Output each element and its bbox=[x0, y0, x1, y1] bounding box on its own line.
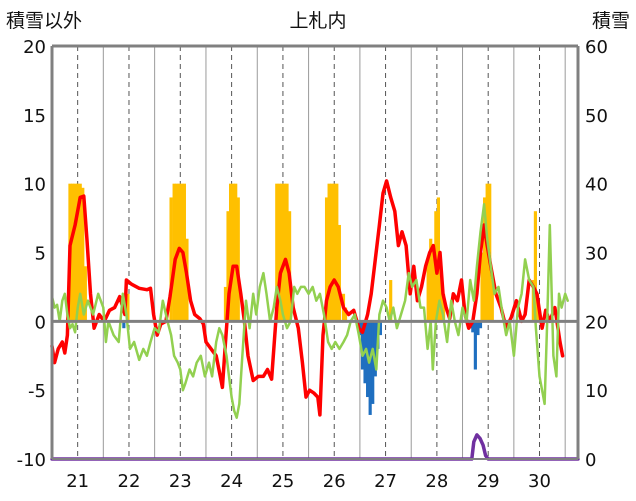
bar bbox=[229, 183, 233, 322]
bar bbox=[126, 293, 130, 322]
bar bbox=[533, 211, 537, 322]
x-tick-label: 26 bbox=[323, 471, 346, 492]
bar bbox=[490, 280, 494, 322]
bar bbox=[327, 183, 331, 322]
x-tick-label: 23 bbox=[169, 471, 192, 492]
bar bbox=[478, 321, 483, 329]
bar bbox=[226, 211, 230, 322]
y-left-tick-label: -5 bbox=[28, 381, 46, 402]
x-tick-label: 29 bbox=[477, 471, 500, 492]
left-axis-title: 積雪以外 bbox=[6, 10, 82, 32]
x-tick-label: 28 bbox=[425, 471, 448, 492]
bar bbox=[285, 183, 289, 322]
y-left-tick-label: 0 bbox=[35, 312, 46, 333]
bar bbox=[343, 307, 348, 322]
bar bbox=[371, 321, 375, 404]
x-tick-label: 22 bbox=[118, 471, 141, 492]
chart-title: 上札内 bbox=[289, 10, 346, 32]
bar bbox=[337, 224, 341, 322]
bar bbox=[277, 183, 281, 322]
bar bbox=[441, 293, 446, 322]
bar bbox=[288, 211, 292, 322]
bar bbox=[234, 183, 238, 322]
bar bbox=[76, 183, 80, 322]
bar bbox=[81, 187, 85, 322]
bar bbox=[275, 183, 279, 322]
x-tick-label: 25 bbox=[271, 471, 294, 492]
bar bbox=[431, 245, 435, 322]
series-line bbox=[50, 203, 569, 419]
bar bbox=[378, 321, 383, 336]
bar bbox=[330, 183, 334, 322]
plot-frame bbox=[50, 44, 580, 460]
bar bbox=[439, 266, 443, 322]
bar bbox=[483, 197, 487, 322]
tick-labels: 21 22 23 24 25 26 27 28 29 3020151050-5-106050403… bbox=[17, 37, 608, 492]
bar bbox=[231, 183, 235, 322]
y-left-tick-label: 5 bbox=[35, 244, 46, 265]
y-right-tick-label: 20 bbox=[585, 312, 608, 333]
bar bbox=[282, 183, 287, 322]
bar bbox=[83, 266, 87, 322]
line-series bbox=[50, 179, 580, 461]
x-tick-label: 30 bbox=[528, 471, 551, 492]
x-tick-label: 24 bbox=[220, 471, 243, 492]
bar bbox=[70, 183, 75, 322]
bar bbox=[324, 197, 329, 322]
y-right-tick-label: 60 bbox=[585, 37, 608, 58]
y-right-tick-label: 0 bbox=[585, 450, 596, 471]
y-right-tick-label: 30 bbox=[585, 244, 608, 265]
bar bbox=[473, 321, 477, 370]
bar bbox=[360, 321, 365, 370]
series-line bbox=[50, 433, 580, 461]
bar bbox=[169, 197, 173, 322]
bar bbox=[368, 321, 372, 415]
bar bbox=[122, 321, 126, 329]
bar bbox=[476, 321, 480, 336]
y-left-tick-label: 10 bbox=[23, 175, 46, 196]
bar bbox=[78, 183, 82, 322]
bar bbox=[471, 321, 475, 333]
bar bbox=[335, 183, 339, 322]
bar bbox=[429, 238, 433, 322]
y-left-tick-label: 15 bbox=[23, 106, 46, 127]
bar bbox=[236, 197, 240, 322]
y-right-tick-label: 40 bbox=[585, 175, 608, 196]
x-tick-label: 21 bbox=[66, 471, 89, 492]
bar bbox=[280, 183, 284, 322]
series-line bbox=[50, 179, 565, 417]
y-right-tick-label: 50 bbox=[585, 106, 608, 127]
y-right-tick-label: 10 bbox=[585, 381, 608, 402]
bar bbox=[480, 252, 484, 322]
x-tick-label: 27 bbox=[374, 471, 397, 492]
y-left-tick-label: 20 bbox=[23, 37, 46, 58]
bar bbox=[73, 183, 77, 322]
bar bbox=[172, 183, 176, 322]
bar bbox=[426, 259, 430, 322]
bar bbox=[373, 321, 377, 377]
bar bbox=[389, 280, 393, 322]
bar bbox=[223, 286, 228, 322]
right-axis-title: 積雪 bbox=[592, 10, 630, 32]
y-left-tick-label: -10 bbox=[17, 450, 46, 471]
bar bbox=[332, 183, 336, 322]
